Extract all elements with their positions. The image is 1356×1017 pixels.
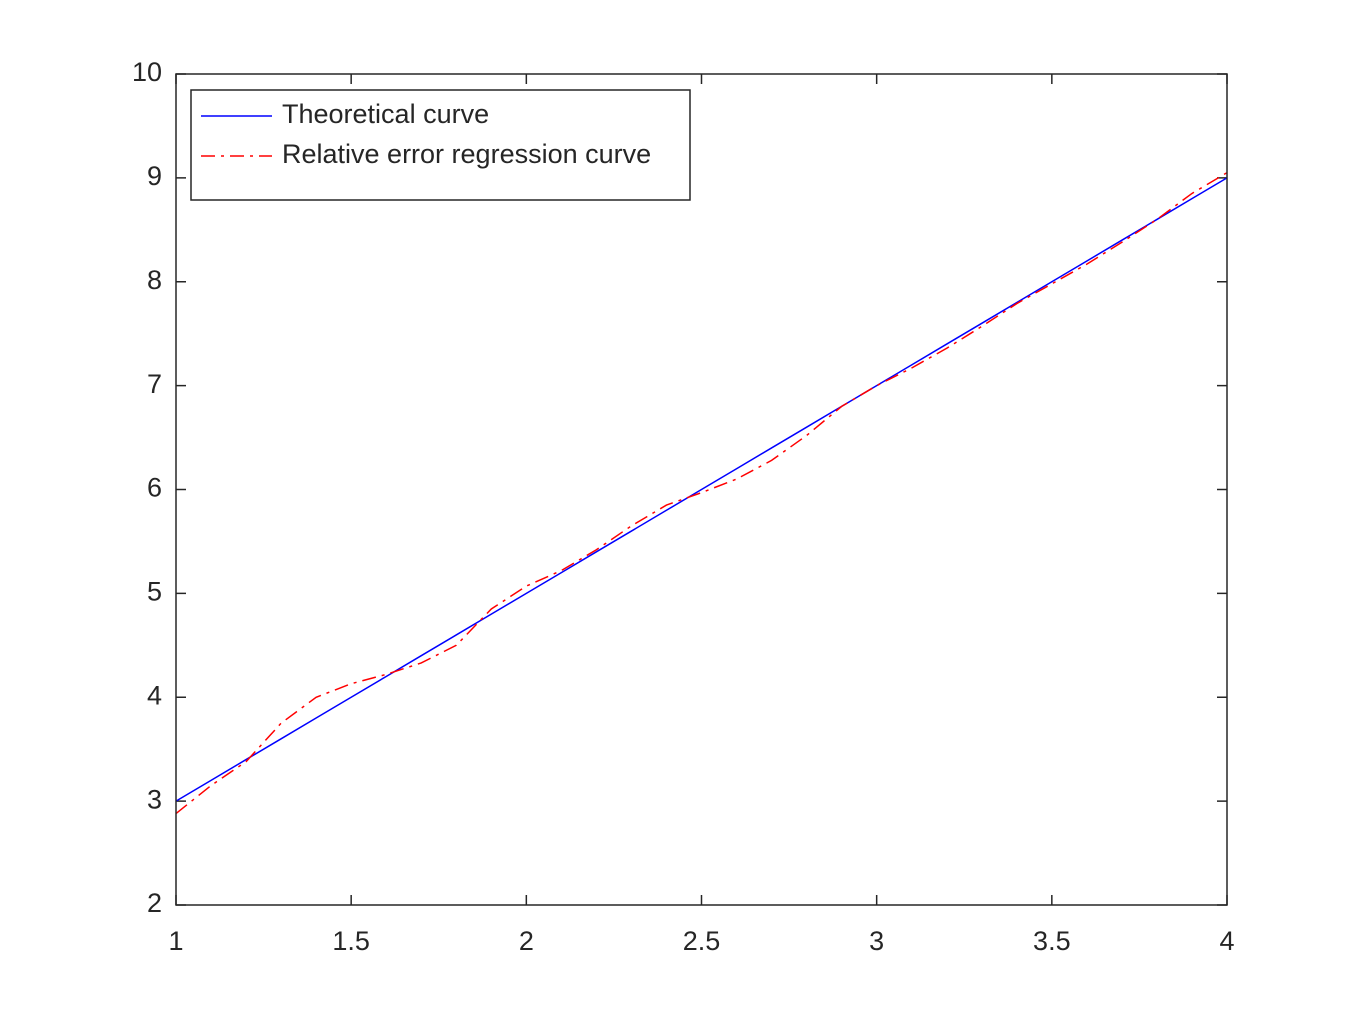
y-tick-label: 5 [147, 577, 162, 607]
legend-label: Relative error regression curve [282, 139, 651, 169]
x-tick-label: 2.5 [683, 926, 721, 956]
plot-frame [175, 73, 1228, 906]
x-tick-label: 1.5 [332, 926, 370, 956]
y-tick-label: 4 [147, 680, 162, 710]
y-tick-label: 3 [147, 784, 162, 814]
legend-box [190, 89, 691, 201]
x-tick-label: 1 [168, 926, 183, 956]
y-tick-label: 9 [147, 161, 162, 191]
x-tick-label: 2 [519, 926, 534, 956]
legend-label: Theoretical curve [282, 99, 489, 129]
x-tick-label: 3.5 [1033, 926, 1071, 956]
x-tick-label: 4 [1219, 926, 1234, 956]
y-tick-label: 2 [147, 888, 162, 918]
y-tick-label: 6 [147, 473, 162, 503]
y-tick-label: 7 [147, 369, 162, 399]
y-tick-label: 10 [132, 57, 162, 87]
series-line [175, 177, 1228, 802]
x-tick-label: 3 [869, 926, 884, 956]
y-tick-label: 8 [147, 265, 162, 295]
